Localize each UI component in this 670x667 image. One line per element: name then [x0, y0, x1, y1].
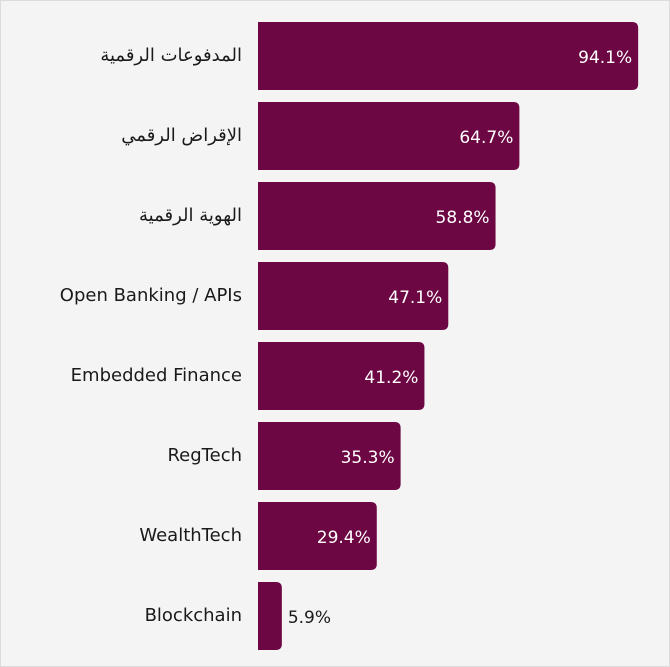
category-label: الهوية الرقمية: [139, 205, 242, 226]
bar: [258, 582, 282, 650]
bar: [258, 22, 639, 90]
value-label: 47.1%: [388, 288, 442, 308]
value-label: 94.1%: [578, 48, 632, 68]
value-label: 64.7%: [459, 128, 513, 148]
category-label: Blockchain: [145, 605, 242, 626]
bar: [258, 342, 425, 410]
bar: [258, 182, 496, 250]
category-label: الإقراض الرقمي: [121, 125, 242, 146]
bar: [258, 502, 377, 570]
value-label: 29.4%: [317, 528, 371, 548]
category-label: RegTech: [167, 445, 242, 466]
bar: [258, 422, 401, 490]
category-label: WealthTech: [139, 525, 242, 546]
value-label: 58.8%: [436, 208, 490, 228]
value-label: 35.3%: [341, 448, 395, 468]
value-label: 5.9%: [288, 608, 331, 628]
category-label: Embedded Finance: [71, 365, 242, 386]
category-label: Open Banking / APIs: [60, 285, 242, 306]
value-label: 41.2%: [364, 368, 418, 388]
bar: [258, 262, 449, 330]
category-label: المدفوعات الرقمية: [100, 45, 242, 66]
bar: [258, 102, 520, 170]
